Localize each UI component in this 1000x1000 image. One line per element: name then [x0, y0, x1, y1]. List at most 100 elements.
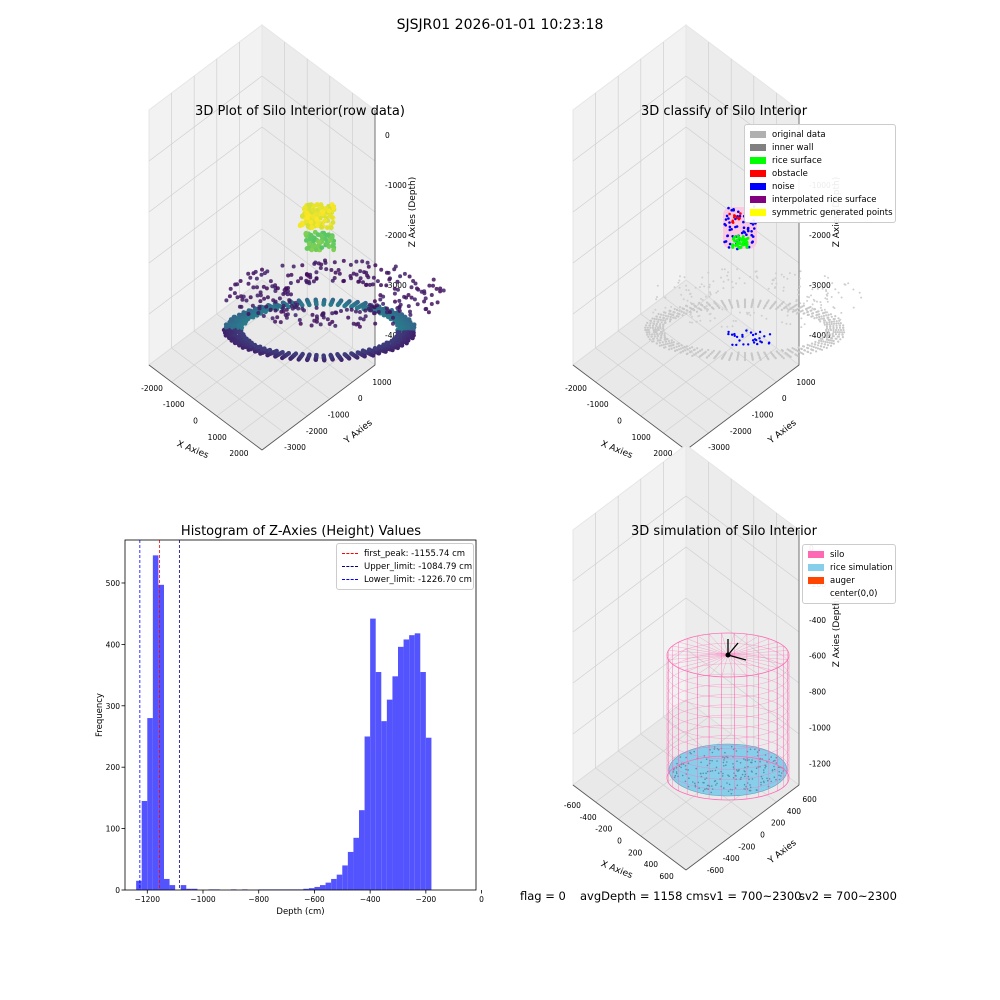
floor-point [411, 279, 416, 283]
floor-point [431, 277, 436, 282]
original-data-point [771, 282, 774, 285]
original-data-point [713, 302, 716, 305]
original-data-point [681, 314, 684, 317]
original-data-point [823, 323, 826, 326]
floor-point [348, 262, 353, 267]
rice-simulation-point [685, 768, 687, 771]
original-data-point [709, 312, 712, 315]
x-tick-label: −1000 [190, 895, 216, 904]
floor-point [262, 296, 267, 301]
floor-point [342, 352, 347, 357]
rice-simulation-point [777, 766, 780, 769]
original-data-point [782, 300, 785, 304]
original-data-point [843, 283, 846, 286]
rice-simulation-point [713, 780, 716, 783]
legend-item: symmetric generated points [750, 206, 893, 219]
rice-simulation-point [673, 776, 676, 779]
original-data-point [682, 298, 685, 301]
histogram-bar [381, 721, 387, 890]
original-data-point [821, 287, 824, 290]
noise-point [728, 225, 732, 229]
original-data-point [663, 332, 666, 335]
legend-item: Lower_limit: -1226.70 cm [342, 573, 472, 586]
original-data-point [833, 320, 836, 323]
rice-simulation-point [737, 769, 740, 772]
rice-simulation-point [674, 774, 677, 777]
noise-point [724, 240, 728, 243]
rice-simulation-point [749, 786, 752, 789]
x-tick-label: 0 [617, 837, 622, 846]
floor-point [339, 309, 343, 313]
panel3-title: Histogram of Z-Axies (Height) Values [180, 524, 422, 539]
floor-point [314, 352, 319, 358]
silo-roof-line [727, 654, 759, 675]
histogram-bar [409, 635, 415, 890]
silo-roof-line [727, 645, 784, 656]
original-data-point [834, 315, 837, 318]
rice-surface-point [745, 240, 749, 244]
original-data-point [743, 356, 747, 359]
floor-point [367, 282, 372, 287]
rice-simulation-point [709, 759, 711, 762]
grid-line [617, 330, 732, 417]
original-data-point [810, 342, 814, 345]
legend-swatch [750, 131, 766, 138]
rice-simulation-point [711, 751, 714, 754]
floor-point [311, 279, 316, 284]
silo-roof-line [727, 641, 778, 656]
grid-line [640, 330, 755, 417]
original-data-point [656, 337, 659, 340]
legend-swatch [750, 144, 766, 151]
original-data-point [782, 286, 785, 289]
original-data-point [695, 310, 699, 313]
original-data-point [826, 292, 829, 295]
original-data-point [684, 349, 687, 352]
original-data-point [826, 311, 829, 314]
z-tick-label: -2000 [809, 231, 831, 240]
original-data-point [812, 298, 815, 301]
original-data-point [826, 317, 829, 320]
original-data-point [819, 284, 822, 287]
legend-item: first_peak: -1155.74 cm [342, 547, 468, 560]
original-data-point [835, 320, 838, 323]
noise-point [740, 231, 744, 235]
floor-point [366, 275, 371, 280]
floor-point [370, 282, 375, 287]
mid-cluster-point [308, 232, 314, 238]
original-data-point [806, 295, 809, 298]
original-data-point [695, 352, 698, 355]
original-data-point [781, 321, 783, 324]
grid-line [239, 347, 353, 434]
floor-point [337, 271, 342, 276]
original-data-point [838, 331, 842, 334]
floor-point [416, 287, 421, 292]
legend-item: rice surface [750, 154, 890, 167]
y-tick-label: -2000 [306, 427, 328, 436]
floor-point [275, 286, 280, 291]
floor-point [379, 267, 384, 272]
original-data-point [828, 321, 831, 324]
original-data-point [685, 312, 688, 315]
original-data-point [832, 339, 835, 342]
floor-point [255, 293, 260, 298]
original-data-point [695, 305, 698, 308]
original-data-point [707, 302, 709, 305]
floor-point [354, 259, 359, 264]
floor-point [413, 281, 418, 286]
y-tick-label: 0 [358, 394, 363, 403]
floor-point [281, 292, 286, 296]
original-data-point [704, 350, 707, 353]
rice-surface-point [738, 242, 742, 246]
y-tick-label: -1000 [752, 411, 774, 420]
noise-point [753, 227, 756, 230]
panel-classify-3d: -2000-100001000200010000-1000-2000-30000… [565, 23, 863, 461]
floor-point [397, 305, 402, 310]
rice-simulation-point [726, 782, 728, 784]
rice-simulation-point [730, 792, 733, 795]
floor-point [265, 295, 270, 300]
grid-line [261, 75, 376, 162]
x-tick-label: 1000 [632, 433, 651, 442]
original-data-point [664, 336, 667, 339]
floor-point [263, 309, 268, 315]
original-data-point [795, 312, 798, 315]
